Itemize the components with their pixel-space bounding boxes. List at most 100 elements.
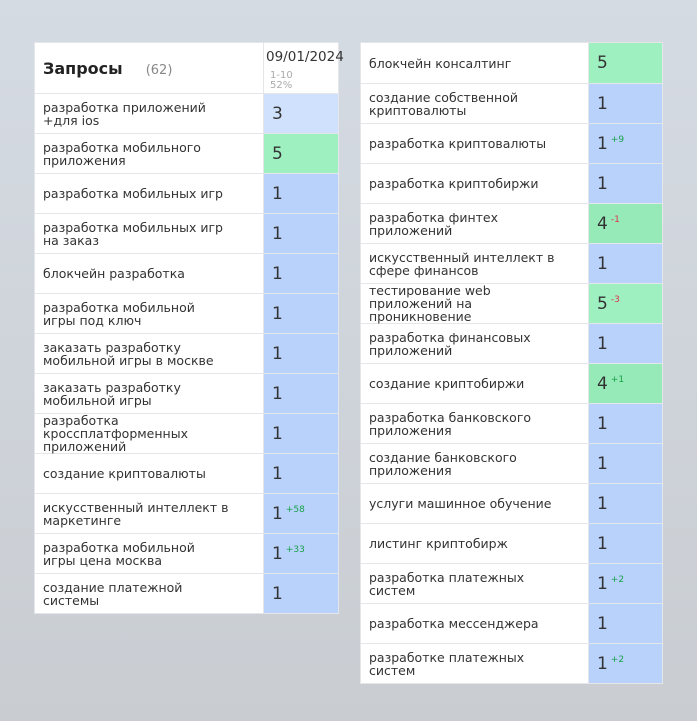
keyword-line: искусственный интеллект в [369, 249, 555, 265]
position-value: 5 [597, 53, 608, 73]
keyword-cell: тестирование web приложений на проникновен… [360, 283, 589, 324]
keyword-line: приложения [43, 152, 126, 168]
position-change-badge: +2 [610, 574, 625, 585]
table-row: разработка мобильного приложения 5 [34, 133, 339, 174]
table-row: создание криптовалюты 1 [34, 453, 339, 494]
position-cell[interactable]: 1 [263, 373, 339, 414]
keyword-line: разработка банковского [369, 409, 532, 425]
position-cell[interactable]: 1 +2 [588, 643, 663, 684]
position-cell[interactable]: 1 [263, 573, 339, 614]
position-value: 1 [272, 263, 283, 284]
keyword-cell: разработка мобильной игры под ключ [34, 293, 264, 334]
position-cell[interactable]: 1 [588, 163, 663, 204]
position-cell[interactable]: 1 +33 [263, 533, 339, 574]
position-value: 1 [597, 413, 608, 434]
keyword-line: создание криптобиржи [369, 376, 525, 391]
table-row: разработке платежных систем 1 +2 [360, 643, 663, 684]
page-title: Запросы [43, 58, 123, 78]
keyword-cell: заказать разработку мобильной игры в моск… [34, 333, 264, 374]
table-row: разработка финтех приложений 4 -1 [360, 203, 663, 244]
keyword-line: заказать разработку [43, 339, 181, 355]
table-row: разработка финансовых приложений 1 [360, 323, 663, 364]
position-change-badge: -1 [610, 214, 620, 225]
position-cell[interactable]: 1 [263, 413, 339, 454]
position-change-badge: +9 [610, 134, 625, 145]
position-value: 1 [597, 613, 608, 634]
keyword-cell: разработка кроссплатформенных приложений [34, 413, 264, 454]
position-value: 1 [272, 423, 283, 444]
keyword-line: приложений [43, 439, 127, 454]
keyword-cell: услуги машинное обучение [360, 483, 589, 524]
table-row: создание платежной системы 1 [34, 573, 339, 614]
position-cell[interactable]: 1 [263, 333, 339, 374]
position-cell[interactable]: 1 [263, 453, 339, 494]
table-row: блокчейн разработка 1 [34, 253, 339, 294]
position-cell[interactable]: 1 [588, 403, 663, 444]
position-value: 1 [272, 543, 283, 564]
table-header-row: Запросы (62) 09/01/2024 1-10 52% [34, 42, 344, 94]
date-column-header[interactable]: 09/01/2024 1-10 52% [263, 42, 344, 94]
table-row: разработка мобильных игр на заказ 1 [34, 213, 339, 254]
position-cell[interactable]: 1 [263, 173, 339, 214]
position-cell[interactable]: 1 [588, 83, 663, 124]
keyword-line: услуги машинное обучение [369, 496, 552, 511]
keyword-cell: разработка банковского приложения [360, 403, 589, 444]
keyword-cell: разработка криптобиржи [360, 163, 589, 204]
position-cell[interactable]: 5 [263, 133, 339, 174]
position-cell[interactable]: 1 +2 [588, 563, 663, 604]
position-value: 4 [597, 213, 608, 234]
position-cell[interactable]: 1 [263, 293, 339, 334]
keyword-line: сфере финансов [369, 262, 479, 278]
keyword-line: искусственный интеллект в [43, 499, 229, 515]
range-label: 1-10 [270, 70, 293, 81]
keyword-line: разработка мобильной [43, 299, 195, 315]
position-cell[interactable]: 1 +58 [263, 493, 339, 534]
queries-table-left: Запросы (62) 09/01/2024 1-10 52% разрабо… [34, 42, 344, 614]
position-change-badge: +58 [285, 504, 305, 515]
position-value: 1 [272, 183, 283, 204]
table-row: разработка кроссплатформенных приложений 1 [34, 413, 339, 454]
keyword-cell: разработка мобильных игр [34, 173, 264, 214]
position-value: 1 [597, 173, 608, 194]
table-row: создание криптобиржи 4 +1 [360, 363, 663, 404]
query-count: (62) [145, 62, 173, 78]
table-row: услуги машинное обучение 1 [360, 483, 663, 524]
keyword-cell: разработке платежных систем [360, 643, 589, 684]
keyword-line: разработка мобильной [43, 539, 195, 555]
keyword-line: создание собственной [369, 89, 518, 105]
position-cell[interactable]: 5 [588, 42, 663, 84]
position-cell[interactable]: 1 +9 [588, 123, 663, 164]
position-value: 1 [272, 503, 283, 524]
position-value: 1 [272, 463, 283, 484]
position-cell[interactable]: 1 [588, 443, 663, 484]
position-cell[interactable]: 5 -3 [588, 283, 663, 324]
keyword-line: создание платежной [43, 579, 183, 595]
position-cell[interactable]: 1 [588, 483, 663, 524]
keyword-cell: создание криптобиржи [360, 363, 589, 404]
keyword-line: приложения [369, 422, 452, 438]
position-value: 1 [272, 223, 283, 244]
position-cell[interactable]: 4 -1 [588, 203, 663, 244]
keyword-cell: создание банковского приложения [360, 443, 589, 484]
position-cell[interactable]: 1 [263, 253, 339, 294]
position-value: 1 [597, 573, 608, 594]
table-row: разработка криптобиржи 1 [360, 163, 663, 204]
table-row: разработка приложений +для ios 3 [34, 93, 339, 134]
keyword-line: систем [369, 582, 416, 598]
position-cell[interactable]: 1 [588, 603, 663, 644]
keyword-line: системы [43, 592, 100, 608]
keyword-line: мобильной игры в москве [43, 352, 214, 368]
keyword-line: тестирование web [369, 283, 491, 298]
position-cell[interactable]: 1 [588, 523, 663, 564]
table-row: блокчейн консалтинг 5 [360, 42, 663, 84]
position-cell[interactable]: 3 [263, 93, 339, 134]
position-cell[interactable]: 4 +1 [588, 363, 663, 404]
position-cell[interactable]: 1 [263, 213, 339, 254]
position-cell[interactable]: 1 [588, 243, 663, 284]
keyword-line: игры под ключ [43, 312, 142, 328]
keyword-line: кроссплатформенных [43, 426, 188, 441]
keyword-line: разработка криптовалюты [369, 136, 547, 151]
position-cell[interactable]: 1 [588, 323, 663, 364]
keyword-line: проникновение [369, 309, 472, 324]
